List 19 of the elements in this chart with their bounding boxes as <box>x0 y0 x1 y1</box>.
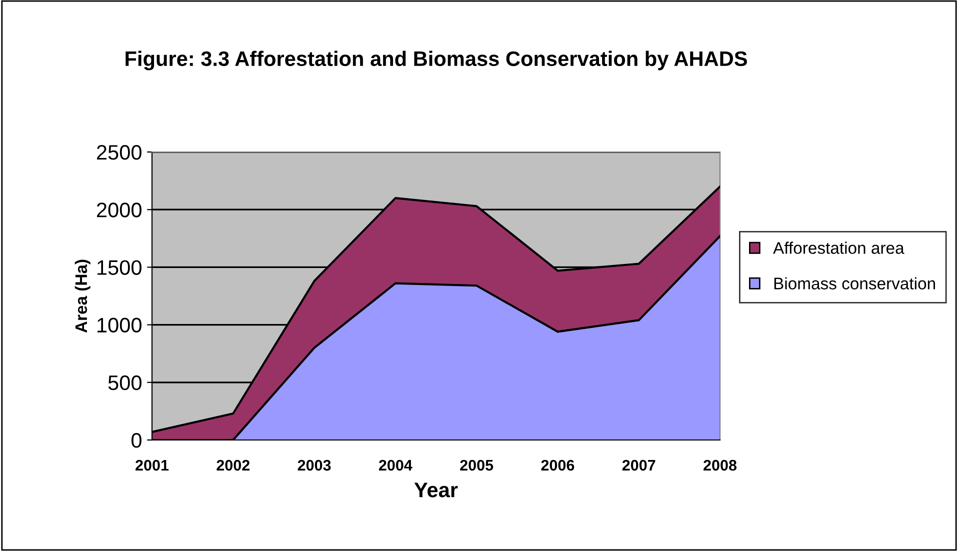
y-tick-label: 2500 <box>96 145 142 160</box>
x-tick-label: 2002 <box>216 460 250 471</box>
y-tick-label: 500 <box>108 375 142 390</box>
x-tick-label: 2003 <box>298 460 331 471</box>
x-tick-label: 2001 <box>136 460 169 471</box>
legend-label: Biomass conservation <box>774 277 935 290</box>
x-tick-label: 2007 <box>622 460 656 471</box>
y-tick-label: 2000 <box>96 202 142 218</box>
y-tick-label: 1500 <box>98 260 142 275</box>
y-axis-title: Area (Ha) <box>74 260 90 333</box>
x-tick-label: 2005 <box>460 460 494 471</box>
y-tick-label: 1000 <box>98 318 142 333</box>
x-tick-label: 2004 <box>378 460 412 471</box>
x-axis-title: Year <box>414 482 458 498</box>
chart-title: Figure: 3.3 Afforestation and Biomass Conservation by AHADS <box>126 50 747 70</box>
x-tick-label: 2006 <box>541 460 574 471</box>
legend-label: Afforestation area <box>773 242 904 254</box>
x-tick-label: 2008 <box>704 460 737 471</box>
y-tick-label: 0 <box>132 433 142 448</box>
